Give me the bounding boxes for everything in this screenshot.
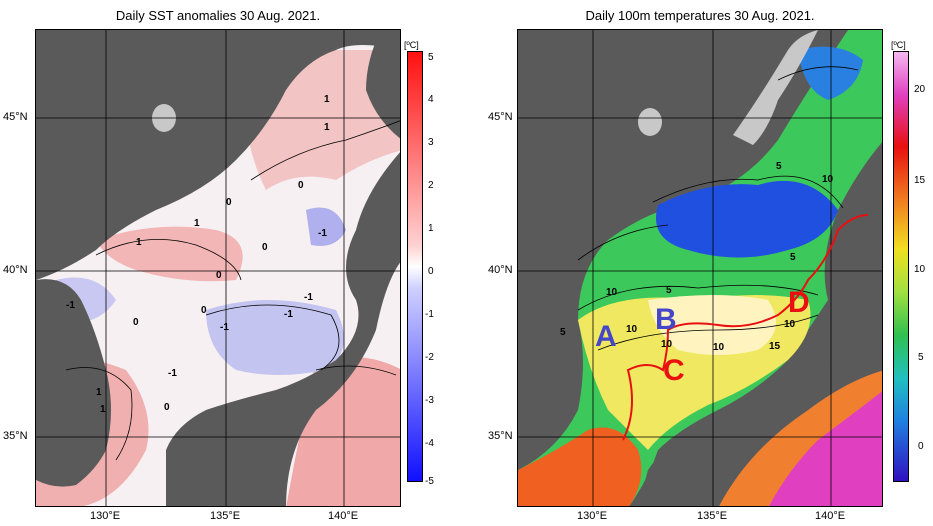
contour-label: 10: [784, 319, 796, 330]
contour-label: 5: [666, 285, 672, 296]
contour-label: 0: [133, 317, 139, 328]
contour-label: 1: [136, 237, 142, 248]
anomaly-contours: [65, 120, 400, 461]
lat-label: 45°N: [3, 111, 28, 123]
colorbar-tick: 0: [918, 441, 924, 452]
contour-label: 1: [324, 122, 330, 133]
korean-peninsula-land: [36, 279, 111, 487]
anomaly-colorbar: [407, 51, 423, 482]
contour-label: -1: [220, 322, 229, 333]
contour-label: 5: [790, 252, 796, 263]
continent-land: [36, 30, 400, 280]
cold-water-region: [798, 46, 863, 100]
colorbar-tick: 4: [428, 94, 434, 105]
contour-label: 10: [626, 324, 638, 335]
negative-anomaly-area: [206, 300, 344, 375]
temperature-100m-map: 5 10 5 10 5 5 10 10 15 10 10 A B C D: [517, 29, 883, 507]
contour-label: -1: [66, 300, 75, 311]
lon-label: 140°E: [328, 510, 359, 522]
colorbar-tick: 10: [914, 264, 926, 275]
temperature-colorbar: [893, 51, 909, 482]
hot-water-region: [768, 391, 882, 506]
contour-label: -1: [304, 292, 313, 303]
colorbar-tick: 2: [428, 180, 434, 191]
negative-anomaly-area: [306, 207, 346, 246]
contour-label: 5: [776, 161, 782, 172]
graticule: [36, 30, 400, 506]
survey-track: [622, 214, 869, 441]
contour-label: 1: [96, 387, 102, 398]
japan-land: [166, 152, 400, 506]
lon-label: 130°E: [577, 510, 608, 522]
colorbar-tick: 15: [914, 175, 926, 186]
colorbar-tick: 1: [428, 223, 434, 234]
marker-b: B: [655, 303, 677, 336]
contour-label: 15: [769, 341, 781, 352]
contour-label: 10: [822, 174, 834, 185]
contour-label: 1: [324, 94, 330, 105]
contour-label: 1: [100, 404, 106, 415]
colorbar-tick: -1: [425, 309, 434, 320]
lon-label: 140°E: [815, 510, 846, 522]
lat-label: 40°N: [488, 264, 513, 276]
colorbar-tick: 3: [428, 137, 434, 148]
lon-label: 135°E: [210, 510, 241, 522]
contour-label: 0: [201, 305, 207, 316]
contour-label: 0: [226, 197, 232, 208]
contour-label: 0: [216, 270, 222, 281]
right-panel-title: Daily 100m temperatures 30 Aug. 2021.: [585, 8, 815, 23]
colorbar-tick: -4: [425, 438, 434, 449]
marker-c: C: [663, 354, 685, 387]
contour-label: 0: [298, 180, 304, 191]
japan-land: [638, 266, 882, 506]
contour-label: 1: [194, 218, 200, 229]
sst-anomaly-map: 1 1 1 0 0 1 1 0 -1 0 -1 -1 0 -1 0 -1 -1 …: [35, 29, 401, 507]
colorbar-tick: 5: [918, 352, 924, 363]
left-panel-title: Daily SST anomalies 30 Aug. 2021.: [115, 8, 321, 23]
contour-label: 5: [560, 327, 566, 338]
lon-label: 130°E: [90, 510, 121, 522]
contour-label: 10: [661, 339, 673, 350]
colorbar-unit: [ºC]: [404, 40, 419, 50]
colorbar-tick: 20: [914, 84, 926, 95]
cold-water-region: [656, 180, 838, 258]
colorbar-tick: -5: [425, 476, 434, 487]
temperature-map-canvas: [518, 30, 882, 506]
contour-label: 10: [606, 287, 618, 298]
contour-label: 0: [262, 242, 268, 253]
lat-label: 35°N: [488, 430, 513, 442]
contour-label: -1: [284, 309, 293, 320]
hot-water-region: [518, 427, 642, 506]
colorbar-tick: -2: [425, 352, 434, 363]
colorbar-tick: 5: [428, 52, 434, 63]
marker-d: D: [788, 286, 810, 319]
hot-water-region: [719, 370, 882, 506]
contour-label: -1: [168, 368, 177, 379]
sst-anomaly-map-canvas: [36, 30, 400, 506]
lat-label: 45°N: [488, 111, 513, 123]
marker-a: A: [595, 320, 617, 353]
colorbar-tick: 0: [428, 266, 434, 277]
contour-label: 0: [164, 402, 170, 413]
contour-label: 10: [713, 342, 725, 353]
temperature-contours: [577, 66, 859, 351]
lon-label: 135°E: [697, 510, 728, 522]
island: [638, 108, 662, 136]
colorbar-tick: -3: [425, 395, 434, 406]
shelf-area: [733, 30, 818, 145]
colorbar-unit: [ºC]: [891, 40, 906, 50]
contour-label: -1: [318, 228, 327, 239]
hokkaido-land: [366, 30, 400, 139]
graticule: [518, 30, 882, 506]
lat-label: 40°N: [3, 264, 28, 276]
lat-label: 35°N: [3, 430, 28, 442]
positive-anomaly-area: [96, 226, 243, 282]
